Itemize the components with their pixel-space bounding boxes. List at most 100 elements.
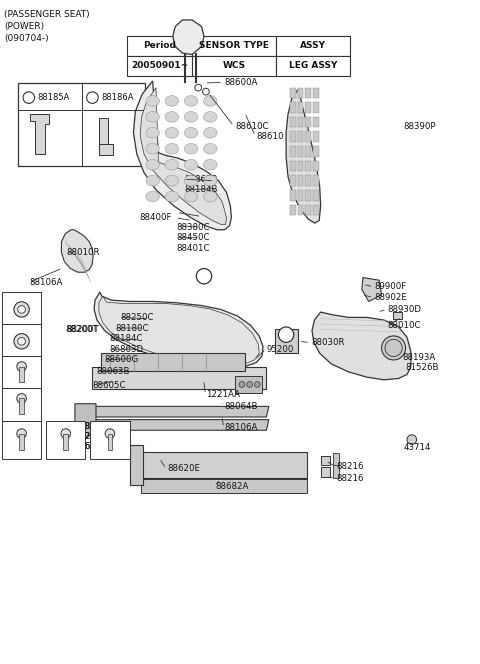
Text: LEG ASSY: LEG ASSY bbox=[289, 61, 337, 70]
Ellipse shape bbox=[184, 96, 198, 106]
Circle shape bbox=[382, 336, 406, 360]
Text: SENSOR TYPE: SENSOR TYPE bbox=[199, 41, 269, 50]
Text: 88605C: 88605C bbox=[92, 380, 126, 390]
Circle shape bbox=[203, 88, 209, 95]
Text: 88600G: 88600G bbox=[105, 355, 139, 365]
Polygon shape bbox=[75, 404, 96, 438]
Text: 88380C: 88380C bbox=[177, 222, 210, 232]
Circle shape bbox=[278, 327, 294, 343]
Bar bbox=[313, 175, 319, 186]
Text: 88200T: 88200T bbox=[65, 325, 98, 334]
Polygon shape bbox=[321, 456, 330, 465]
Bar bbox=[313, 131, 319, 142]
Ellipse shape bbox=[165, 191, 179, 202]
Bar bbox=[298, 131, 303, 142]
Polygon shape bbox=[84, 406, 269, 417]
Ellipse shape bbox=[184, 127, 198, 138]
Bar bbox=[192, 56, 276, 76]
Ellipse shape bbox=[204, 175, 217, 186]
Ellipse shape bbox=[146, 159, 159, 170]
Ellipse shape bbox=[146, 96, 159, 106]
Circle shape bbox=[195, 84, 202, 91]
Circle shape bbox=[14, 301, 29, 317]
Text: 88610: 88610 bbox=[257, 131, 284, 141]
Text: b: b bbox=[90, 93, 95, 102]
Bar bbox=[18, 83, 145, 166]
Bar bbox=[305, 117, 311, 127]
Bar bbox=[127, 56, 192, 76]
Circle shape bbox=[18, 305, 25, 313]
Bar bbox=[2, 388, 41, 422]
Bar bbox=[290, 205, 296, 215]
Ellipse shape bbox=[204, 159, 217, 170]
Text: 88390P: 88390P bbox=[403, 122, 436, 131]
Text: 1220AA: 1220AA bbox=[48, 431, 82, 440]
Circle shape bbox=[86, 92, 98, 104]
Polygon shape bbox=[393, 312, 402, 319]
Text: Period: Period bbox=[143, 41, 176, 50]
Circle shape bbox=[407, 435, 417, 444]
Bar bbox=[313, 205, 319, 215]
Bar bbox=[313, 161, 319, 171]
Text: 88200T: 88200T bbox=[66, 325, 99, 334]
Ellipse shape bbox=[165, 143, 179, 154]
Bar bbox=[313, 102, 319, 113]
Circle shape bbox=[196, 268, 212, 284]
Text: WCS: WCS bbox=[222, 61, 246, 70]
Polygon shape bbox=[235, 376, 262, 393]
Ellipse shape bbox=[204, 191, 217, 202]
Polygon shape bbox=[312, 312, 411, 380]
Ellipse shape bbox=[146, 112, 159, 122]
Ellipse shape bbox=[184, 175, 198, 186]
Text: 88450C: 88450C bbox=[177, 233, 210, 242]
Bar bbox=[305, 161, 311, 171]
Bar bbox=[63, 434, 68, 450]
Text: 1129GE: 1129GE bbox=[4, 431, 38, 440]
Ellipse shape bbox=[184, 159, 198, 170]
Bar bbox=[19, 367, 24, 382]
Circle shape bbox=[385, 339, 402, 357]
Bar bbox=[305, 146, 311, 157]
Ellipse shape bbox=[204, 96, 217, 106]
Text: 88184C: 88184C bbox=[109, 334, 143, 343]
Bar bbox=[290, 175, 296, 186]
Bar bbox=[290, 117, 296, 127]
Bar bbox=[298, 88, 303, 98]
Text: 88216: 88216 bbox=[336, 461, 363, 471]
Text: 43714: 43714 bbox=[403, 443, 431, 452]
Bar bbox=[298, 161, 303, 171]
Text: 11234: 11234 bbox=[74, 432, 102, 441]
Bar bbox=[2, 356, 41, 390]
Bar bbox=[305, 175, 311, 186]
Bar bbox=[19, 398, 24, 414]
Circle shape bbox=[17, 429, 26, 438]
Text: 88902E: 88902E bbox=[374, 293, 407, 302]
Text: 88185A: 88185A bbox=[37, 93, 70, 102]
Circle shape bbox=[14, 333, 29, 349]
Text: 88186A: 88186A bbox=[101, 93, 133, 102]
Polygon shape bbox=[333, 453, 339, 466]
Text: 88682A: 88682A bbox=[215, 481, 249, 491]
Text: a: a bbox=[283, 330, 289, 339]
Text: 88030R: 88030R bbox=[311, 338, 345, 347]
Ellipse shape bbox=[184, 143, 198, 154]
Bar bbox=[298, 190, 303, 201]
Bar bbox=[298, 175, 303, 186]
Text: (POWER): (POWER) bbox=[4, 22, 44, 31]
Text: 89811: 89811 bbox=[74, 422, 101, 431]
Text: 1339CD: 1339CD bbox=[4, 335, 38, 345]
Bar bbox=[298, 146, 303, 157]
Polygon shape bbox=[333, 465, 339, 478]
Text: b: b bbox=[201, 272, 207, 281]
Text: 86863B: 86863B bbox=[185, 175, 218, 184]
Polygon shape bbox=[321, 467, 330, 477]
Circle shape bbox=[254, 382, 260, 387]
Ellipse shape bbox=[146, 175, 159, 186]
Text: 1243DB: 1243DB bbox=[92, 431, 127, 440]
Ellipse shape bbox=[146, 127, 159, 138]
Text: 89811: 89811 bbox=[74, 422, 102, 431]
Ellipse shape bbox=[146, 191, 159, 202]
Circle shape bbox=[18, 337, 25, 345]
Polygon shape bbox=[61, 230, 93, 272]
Bar bbox=[290, 161, 296, 171]
